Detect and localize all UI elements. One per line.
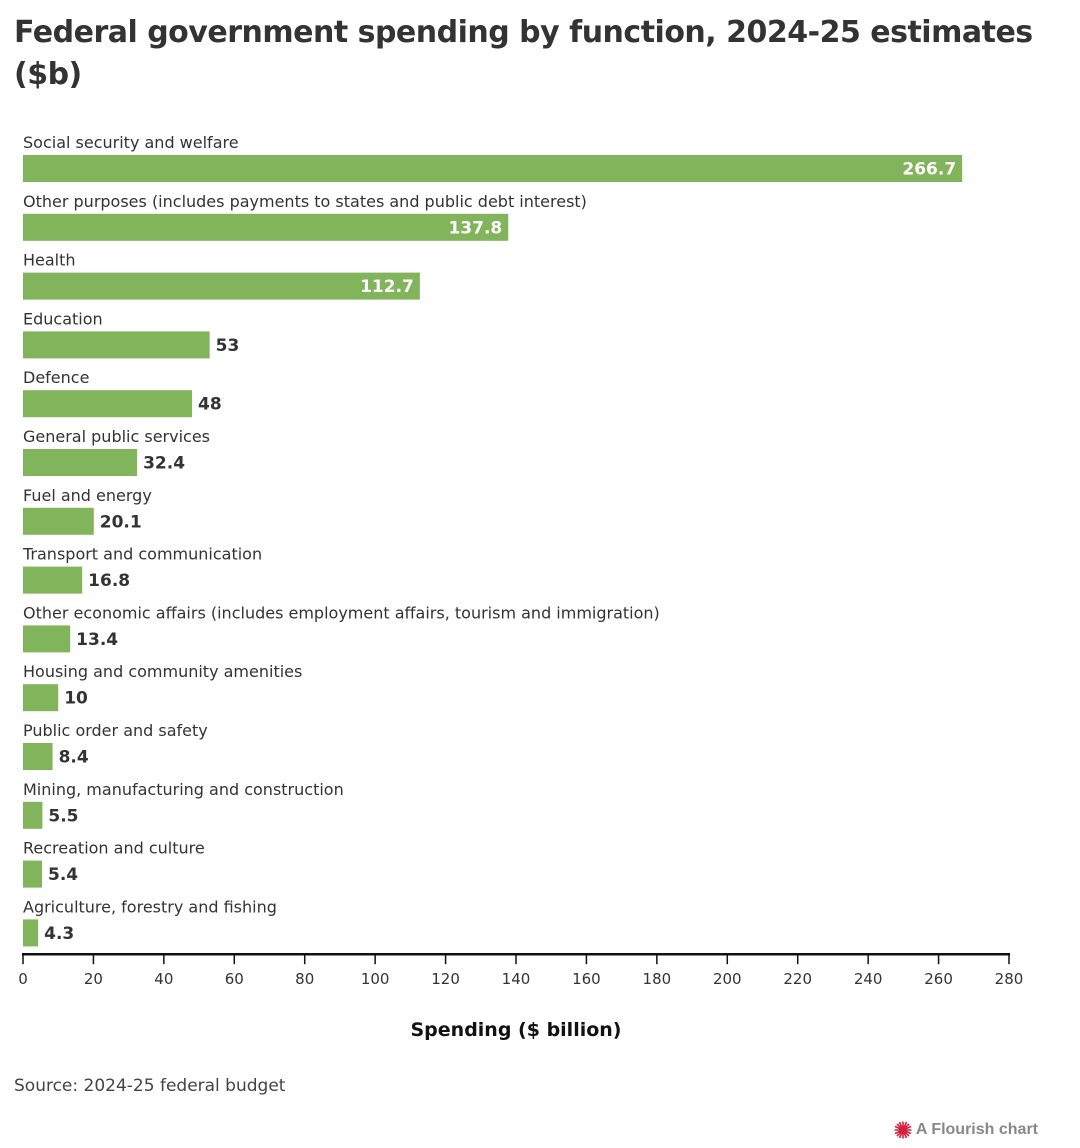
x-tick-label: 240 — [854, 970, 883, 988]
category-label: Mining, manufacturing and construction — [23, 780, 344, 799]
bar[interactable] — [23, 390, 193, 418]
bar[interactable] — [23, 801, 43, 829]
value-label: 53 — [216, 336, 240, 356]
bar[interactable] — [23, 566, 83, 594]
category-label: General public services — [23, 427, 210, 446]
x-axis: 0 20 40 60 80 100 120 140 160 180 200 220 240 260 280 — [18, 952, 1024, 988]
x-tick-label: 160 — [572, 970, 601, 988]
value-label: 5.5 — [48, 806, 78, 826]
x-tick-label: 220 — [783, 970, 812, 988]
value-label: 48 — [198, 395, 222, 415]
x-tick-label: 200 — [713, 970, 742, 988]
x-tick-label: 280 — [995, 970, 1024, 988]
value-label: 8.4 — [59, 748, 89, 768]
bar[interactable] — [23, 213, 509, 241]
x-tick-label: 120 — [431, 970, 460, 988]
x-tick-label: 260 — [924, 970, 953, 988]
value-label: 266.7 — [902, 160, 956, 180]
flourish-logo-icon — [894, 1121, 912, 1139]
category-label: Transport and communication — [22, 545, 262, 564]
bar[interactable] — [23, 625, 71, 653]
category-label: Agriculture, forestry and fishing — [23, 897, 277, 916]
value-label: 13.4 — [76, 630, 118, 650]
bar[interactable] — [23, 449, 138, 476]
category-label: Social security and welfare — [23, 133, 239, 152]
category-label: Public order and safety — [23, 721, 208, 740]
category-label: Housing and community amenities — [23, 662, 302, 681]
bar[interactable] — [23, 331, 210, 359]
value-label: 5.4 — [48, 865, 78, 885]
x-tick-label: 40 — [154, 970, 173, 988]
bar[interactable] — [23, 919, 39, 947]
value-label: 20.1 — [100, 512, 142, 532]
flourish-credit-link[interactable]: A Flourish chart — [894, 1121, 1038, 1139]
x-tick-label: 100 — [361, 970, 390, 988]
x-tick-label: 0 — [18, 970, 28, 988]
source-note: Source: 2024-25 federal budget — [14, 1076, 286, 1096]
bar[interactable] — [23, 507, 94, 535]
x-tick-label: 60 — [225, 970, 244, 988]
category-label: Fuel and energy — [23, 486, 152, 505]
value-label: 137.8 — [448, 218, 502, 238]
bar[interactable] — [23, 155, 963, 182]
flourish-credit-text: A Flourish chart — [915, 1121, 1038, 1138]
category-label: Other purposes (includes payments to sta… — [23, 192, 587, 211]
x-axis-title: Spending ($ billion) — [411, 1019, 622, 1041]
category-label: Defence — [23, 368, 89, 387]
value-label: 32.4 — [143, 454, 185, 474]
x-tick-label: 20 — [84, 970, 103, 988]
bars-layer: Social security and welfare 266.7 Other pu… — [22, 133, 963, 947]
value-label: 10 — [64, 689, 88, 709]
value-label: 16.8 — [88, 571, 130, 591]
chart-title: Federal government spending by function,… — [14, 15, 1033, 92]
category-label: Other economic affairs (includes employm… — [23, 603, 660, 622]
category-label: Recreation and culture — [23, 839, 205, 858]
bar-chart: Social security and welfare 266.7 Other pu… — [18, 133, 1024, 1041]
category-label: Health — [23, 251, 76, 270]
x-tick-label: 80 — [295, 970, 314, 988]
x-tick-label: 140 — [502, 970, 531, 988]
bar[interactable] — [23, 860, 43, 888]
value-label: 4.3 — [44, 924, 74, 944]
x-tick-label: 180 — [643, 970, 672, 988]
bar[interactable] — [23, 684, 59, 712]
value-label: 112.7 — [360, 277, 414, 297]
bar[interactable] — [23, 743, 53, 770]
bar[interactable] — [23, 272, 420, 300]
category-label: Education — [23, 309, 103, 328]
